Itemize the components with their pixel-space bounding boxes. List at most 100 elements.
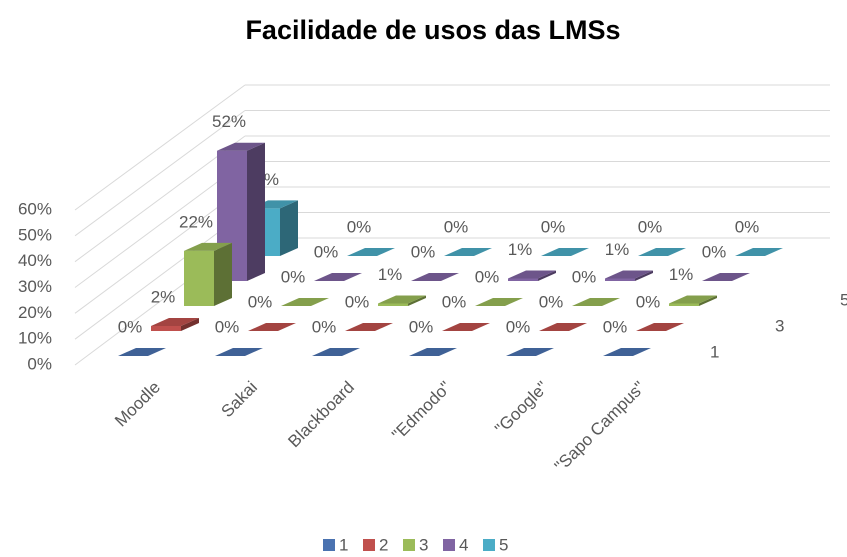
bar-top — [506, 348, 554, 356]
x-tick-label: Sakai — [217, 378, 261, 422]
y-tick-label: 0% — [27, 354, 52, 373]
bar-front — [378, 303, 408, 306]
grid-line — [74, 186, 246, 314]
bar-top — [248, 323, 296, 331]
legend-label: 2 — [379, 535, 388, 554]
value-label: 0% — [539, 292, 564, 311]
bar — [347, 248, 395, 256]
grid-line — [74, 110, 246, 237]
y-tick-label: 40% — [18, 251, 52, 270]
bar-top — [508, 270, 556, 279]
value-label: 1% — [605, 240, 630, 259]
value-label: 0% — [345, 292, 370, 311]
bar-top — [442, 323, 490, 331]
legend-label: 3 — [419, 535, 428, 554]
bar — [702, 273, 750, 281]
bar-front — [184, 250, 214, 306]
value-label: 0% — [735, 217, 760, 236]
bar — [442, 323, 490, 331]
value-label: 0% — [411, 242, 436, 261]
depth-label: 5 — [840, 290, 847, 309]
bar — [118, 348, 166, 356]
legend-label: 1 — [339, 535, 348, 554]
bar-top — [118, 348, 166, 356]
bar — [411, 273, 459, 281]
bar-top — [281, 298, 329, 306]
bar-front — [669, 303, 699, 306]
bar — [603, 348, 651, 356]
bar-top — [378, 295, 426, 304]
bar-side — [538, 270, 556, 281]
bar — [638, 248, 686, 256]
bar — [735, 248, 783, 256]
value-label: 1% — [378, 265, 403, 284]
bar — [215, 348, 263, 356]
value-label: 0% — [347, 217, 372, 236]
value-label: 0% — [281, 267, 306, 286]
value-label: 0% — [702, 242, 727, 261]
chart-title: Facilidade de usos das LMSs — [245, 15, 620, 45]
value-label: 0% — [603, 317, 628, 336]
value-label: 0% — [572, 267, 597, 286]
bar — [572, 298, 620, 306]
bar — [541, 248, 589, 256]
bar-top — [444, 248, 492, 256]
bar-top — [605, 270, 653, 279]
bar — [281, 298, 329, 306]
bar-side — [247, 142, 265, 281]
x-tick-label: "Edmodo" — [388, 378, 455, 445]
bar-top — [347, 248, 395, 256]
bar-top — [312, 348, 360, 356]
bar-side — [280, 200, 298, 256]
y-tick-label: 30% — [18, 277, 52, 296]
value-label: 52% — [212, 112, 246, 131]
value-label: 0% — [215, 317, 240, 336]
bar — [378, 295, 426, 306]
value-label: 2% — [151, 287, 176, 306]
bar-top — [669, 295, 717, 304]
depth-label: 1 — [710, 342, 719, 361]
y-tick-label: 10% — [18, 329, 52, 348]
bar-top — [184, 242, 232, 251]
legend-swatch — [443, 539, 455, 551]
value-label: 0% — [442, 292, 467, 311]
value-label: 0% — [636, 292, 661, 311]
x-tick-label: "Sapo Campus" — [551, 378, 649, 476]
bar-side — [408, 295, 426, 306]
value-label: 0% — [312, 317, 337, 336]
grid-line — [74, 84, 246, 211]
y-tick-label: 20% — [18, 303, 52, 322]
bar-top — [411, 273, 459, 281]
value-label: 0% — [248, 292, 273, 311]
bar — [151, 317, 199, 331]
legend-swatch — [323, 539, 335, 551]
value-label: 0% — [638, 217, 663, 236]
bar — [345, 323, 393, 331]
legend-swatch — [483, 539, 495, 551]
bar-top — [636, 323, 684, 331]
bar — [605, 270, 653, 281]
bar-top — [314, 273, 362, 281]
bar — [508, 270, 556, 281]
grid-line — [74, 212, 246, 340]
legend-label: 4 — [459, 535, 468, 554]
value-label: 0% — [118, 317, 143, 336]
bar-top — [572, 298, 620, 306]
value-label: 1% — [669, 265, 694, 284]
x-tick-label: "Google" — [491, 378, 552, 439]
bar — [444, 248, 492, 256]
bar-side — [635, 270, 653, 281]
bar — [184, 242, 232, 306]
bar-front — [605, 278, 635, 281]
bar-side — [181, 317, 199, 331]
bar — [248, 323, 296, 331]
bar-top — [151, 317, 199, 326]
value-label: 22% — [179, 212, 213, 231]
bar-side — [699, 295, 717, 306]
bar-front — [508, 278, 538, 281]
depth-label: 3 — [775, 316, 784, 335]
value-label: 0% — [314, 242, 339, 261]
bar-top — [638, 248, 686, 256]
bar-top — [735, 248, 783, 256]
